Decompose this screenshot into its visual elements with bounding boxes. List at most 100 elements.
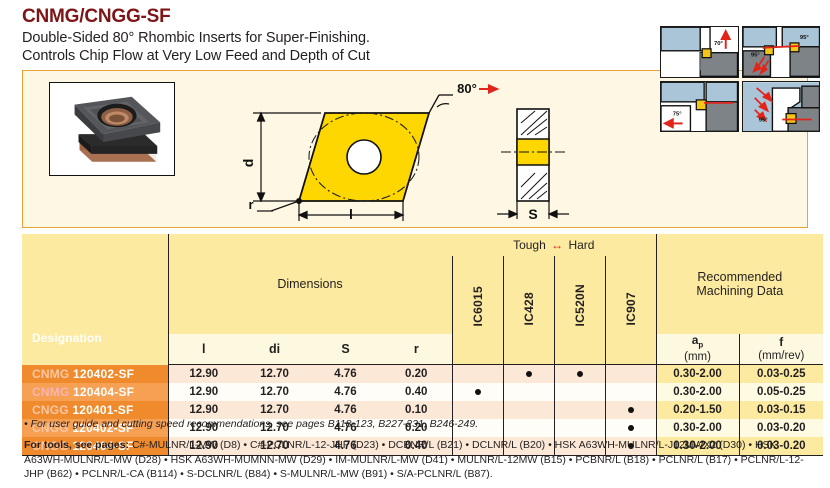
cell-grade-ic907 [604,437,657,457]
tool-diagram-2: 95° 95° [741,26,820,78]
cell-dim-l: 12.90 [167,364,239,384]
svg-text:95°: 95° [799,35,809,41]
cell-dim-r: 0.20 [381,364,452,384]
cell-grade-ic6015 [451,383,503,402]
cell-grade-ic520n [553,401,605,420]
machining-col-header-ap: ap (mm) [655,333,740,366]
cell-ap: 0.30-2.00 [656,437,740,457]
cell-designation: CNMG 120402-SF [22,364,168,384]
grade-label: IC428 [521,292,536,326]
svg-text:70°: 70° [714,41,724,47]
svg-text:95°: 95° [750,53,760,59]
cell-ap: 0.30-2.00 [656,419,740,438]
machining-header-line-1: Recommended [697,270,783,284]
grade-header-ic6015: IC6015 [451,256,503,334]
dim-label-d: d [240,159,256,168]
tool-diagram-1: 70° [660,26,739,78]
cell-grade-ic6015 [451,419,503,438]
grade-dot-icon [474,389,481,396]
grade-header-ic428: IC428 [502,256,554,334]
grade-dot-icon [627,443,634,450]
table-group-header-row: Designation Dimensions Tough ↔ Hard Reco… [22,234,824,365]
table-row: CNMG 120404-SF 12.90 12.70 4.76 0.40 0.30-2.0… [22,383,824,402]
svg-text:95°: 95° [758,117,768,123]
dimensions-group-header: Dimensions [167,234,452,334]
cell-dim-S: 4.76 [310,364,381,384]
cell-f: 0.03-0.25 [738,364,824,384]
cell-dim-l: 12.90 [167,419,239,438]
cell-grade-ic907 [604,419,657,438]
hard-label: Hard [568,238,595,252]
grade-dot-icon [576,371,583,378]
tool-diagram-4: 95° [741,80,820,132]
cell-designation: CNGG 120401-SF [22,401,168,420]
cell-dim-r: 0.40 [381,437,452,457]
designation-prefix: CNGG [32,403,69,418]
table: Designation Dimensions Tough ↔ Hard Reco… [22,234,824,457]
insert-data-table: Designation Dimensions Tough ↔ Hard Reco… [22,234,824,457]
cell-dim-di: 12.70 [239,383,310,402]
cell-designation: CNMG 120404-SF [22,383,168,402]
cell-dim-r: 0.40 [381,383,452,402]
cell-designation: CNGG 120402-SF [22,419,168,438]
dim-label-l: l [349,206,353,222]
cell-dim-di: 12.70 [239,401,310,420]
table-body: CNMG 120402-SF 12.90 12.70 4.76 0.20 0.30-2.0… [22,364,824,457]
table-row: CNMG 120402-SF 12.90 12.70 4.76 0.20 0.30-2.0… [22,364,824,384]
f-symbol: f [779,334,784,349]
cell-f: 0.03-0.15 [738,401,824,420]
ap-symbol: ap [691,333,704,350]
table-row: CNGG 120402-SF 12.90 12.70 4.76 0.20 0.30-2.0… [22,419,824,438]
ap-unit: (mm) [684,351,711,364]
cell-dim-di: 12.70 [239,437,310,457]
tough-hard-arrow-icon: ↔ [551,238,564,252]
footnote-tools: For tools, see pages: C#-MULNR/L-MW (D8)… [24,438,814,482]
tool-diagram-3: 75° [660,80,739,132]
dim-label-r: r [248,197,253,212]
grade-sub-blank-4 [604,334,657,366]
designation-header-cell: Designation [22,234,168,365]
grade-sub-blank-1 [451,334,503,366]
designation-code: 120404-SF [68,439,134,454]
grade-label: IC907 [623,292,638,326]
cell-grade-ic907 [604,401,657,420]
page-title: CNMG/CNGG-SF [22,6,171,27]
cell-grade-ic520n [553,383,605,402]
cell-ap: 0.30-2.00 [656,364,740,384]
cell-ap: 0.20-1.50 [656,401,740,420]
grade-sub-blank-2 [502,334,554,366]
cell-dim-l: 12.90 [167,437,239,457]
cell-f: 0.05-0.25 [738,383,824,402]
cell-grade-ic428 [502,419,554,438]
footnotes: • For user guide and cutting speed recom… [24,418,814,482]
cell-grade-ic428 [502,401,554,420]
designation-code: 120402-SF [69,367,135,382]
machining-col-header-f: f (mm/rev) [738,334,824,366]
cell-grade-ic520n [553,419,605,438]
subtitle-line-1: Double-Sided 80° Rhombic Inserts for Sup… [22,30,370,46]
cell-dim-S: 4.76 [310,383,381,402]
insert-photo-frame [49,82,175,176]
cell-grade-ic428 [502,364,554,384]
table-subheader-row: l di S r ap (mm) f (mm/rev) [22,333,824,366]
dim-label-s: S [528,206,537,222]
insert-photo-image [50,83,174,175]
tough-label: Tough [513,238,546,252]
f-unit: (mm/rev) [758,349,805,362]
cell-dim-S: 4.76 [310,419,381,438]
table-row: CNGG 120401-SF 12.90 12.70 4.76 0.10 0.20-1.5… [22,401,824,420]
cell-grade-ic520n [553,437,605,457]
cell-dim-S: 4.76 [310,437,381,457]
footnote-tools-body: C#-MULNR/L-MW (D8) • C#-PCLNR/L-12-JHP (… [24,439,804,480]
cell-grade-ic6015 [451,437,503,457]
designation-code: 120401-SF [68,403,134,418]
dim-label-angle: 80° [457,81,477,96]
cell-grade-ic6015 [451,364,503,384]
grade-label: IC520N [572,283,587,327]
cell-grade-ic428 [502,437,554,457]
grade-sub-blank-3 [553,334,605,366]
cell-dim-l: 12.90 [167,401,239,420]
designation-prefix: CNMG [32,367,70,382]
page-subtitle: Double-Sided 80° Rhombic Inserts for Sup… [22,30,370,65]
page-header: CNMG/CNGG-SF Double-Sided 80° Rhombic In… [22,6,370,65]
